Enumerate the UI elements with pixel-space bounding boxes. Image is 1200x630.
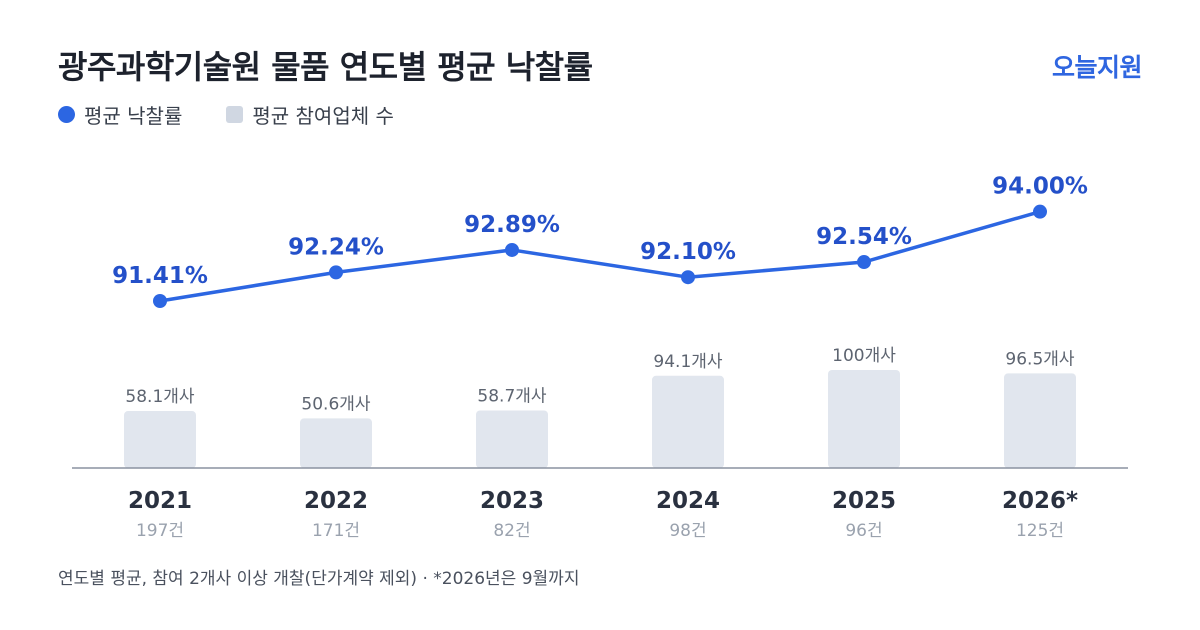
bidders-bar-label: 58.1개사 — [125, 387, 194, 407]
bidders-bar — [1004, 373, 1076, 468]
rate-point — [505, 242, 519, 257]
bidders-bar — [300, 418, 372, 468]
rate-label: 94.00% — [992, 174, 1088, 200]
rate-point — [681, 270, 695, 285]
rate-label: 92.54% — [816, 224, 912, 250]
rate-label: 91.41% — [112, 263, 208, 289]
bid-count-label: 96건 — [845, 521, 882, 541]
bidders-bar-label: 94.1개사 — [653, 352, 722, 372]
footnote: 연도별 평균, 참여 2개사 이상 개찰(단가계약 제외) · *2026년은 … — [58, 569, 580, 589]
bid-count-label: 125건 — [1016, 521, 1064, 541]
bid-count-label: 98건 — [669, 521, 706, 541]
year-tick-label: 2021 — [128, 488, 192, 514]
year-tick-label: 2026* — [1002, 488, 1078, 514]
legend-item-bidders: 평균 참여업체 수 — [226, 100, 394, 129]
bid-count-label: 197건 — [136, 521, 184, 541]
legend: 평균 낙찰률 평균 참여업체 수 — [58, 100, 438, 129]
rate-label: 92.10% — [640, 239, 736, 265]
legend-dot-icon — [58, 106, 75, 123]
bidders-bar — [476, 410, 548, 468]
legend-item-rate: 평균 낙찰률 — [58, 100, 182, 129]
bid-count-label: 82건 — [493, 521, 530, 541]
brand-logo[interactable]: 오늘지원 — [1051, 53, 1143, 82]
year-tick-label: 2022 — [304, 488, 368, 514]
rate-label: 92.24% — [288, 234, 384, 260]
chart-title: 광주과학기술원 물품 연도별 평균 낙찰률 — [58, 48, 593, 86]
bidders-bar — [124, 411, 196, 468]
legend-bidders-label: 평균 참여업체 수 — [252, 104, 394, 128]
bidders-bar-label: 96.5개사 — [1005, 349, 1074, 369]
rate-line — [158, 209, 1042, 303]
bidders-bar — [828, 370, 900, 468]
year-tick-label: 2025 — [832, 488, 896, 514]
rate-point — [329, 265, 343, 280]
bidders-bar-label: 100개사 — [832, 346, 896, 366]
bidders-bar — [652, 375, 724, 468]
rate-point — [857, 255, 871, 270]
bidders-bar-label: 50.6개사 — [301, 394, 370, 414]
rate-point — [1033, 204, 1047, 219]
year-tick-label: 2024 — [656, 488, 720, 514]
rate-point — [153, 294, 167, 308]
rate-label: 92.89% — [464, 212, 560, 238]
year-tick-label: 2023 — [480, 488, 544, 514]
legend-square-icon — [226, 106, 244, 123]
bid-count-label: 171건 — [312, 521, 360, 541]
bidders-bar-label: 58.7개사 — [477, 386, 546, 406]
legend-rate-label: 평균 낙찰률 — [84, 104, 183, 128]
